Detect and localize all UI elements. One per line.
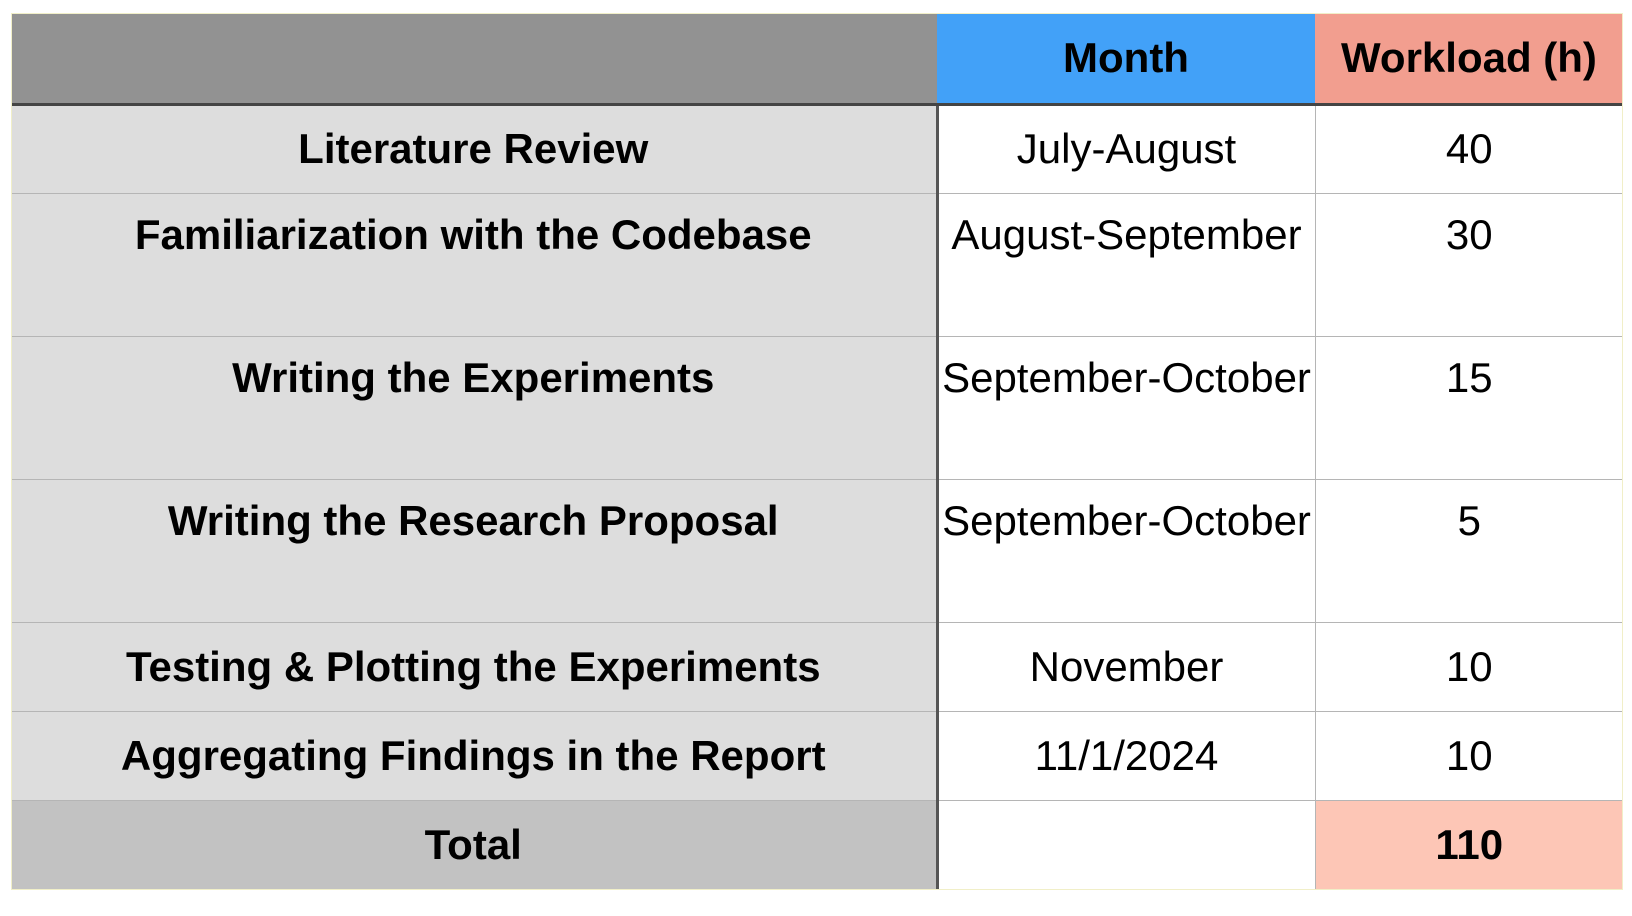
total-month-cell	[937, 800, 1316, 890]
total-label: Total	[11, 800, 939, 890]
header-month: Month	[937, 13, 1315, 106]
workload-cell: 30	[1315, 193, 1623, 337]
workload-cell: 40	[1315, 104, 1623, 194]
task-cell: Literature Review	[11, 104, 939, 194]
table-row: Writing the Research Proposal September-…	[11, 479, 1623, 623]
task-cell: Testing & Plotting the Experiments	[11, 622, 939, 712]
workload-table: Month Workload (h) Literature Review Jul…	[11, 13, 1623, 890]
month-cell: November	[937, 622, 1316, 712]
header-task	[11, 13, 937, 106]
workload-cell: 5	[1315, 479, 1623, 623]
total-row: Total 110	[11, 800, 1623, 890]
total-workload: 110	[1315, 800, 1623, 890]
table-row: Familiarization with the Codebase August…	[11, 193, 1623, 337]
task-cell: Familiarization with the Codebase	[11, 193, 939, 337]
table-row: Aggregating Findings in the Report 11/1/…	[11, 711, 1623, 801]
header-workload: Workload (h)	[1315, 13, 1623, 106]
month-cell: September-October	[937, 336, 1316, 480]
task-cell: Writing the Experiments	[11, 336, 939, 480]
month-cell: August-September	[937, 193, 1316, 337]
month-cell: 11/1/2024	[937, 711, 1316, 801]
header-row: Month Workload (h)	[11, 13, 1623, 106]
task-cell: Writing the Research Proposal	[11, 479, 939, 623]
workload-cell: 15	[1315, 336, 1623, 480]
month-cell: July-August	[937, 104, 1316, 194]
month-cell: September-October	[937, 479, 1316, 623]
table-row: Testing & Plotting the Experiments Novem…	[11, 622, 1623, 712]
task-cell: Aggregating Findings in the Report	[11, 711, 939, 801]
workload-cell: 10	[1315, 711, 1623, 801]
workload-cell: 10	[1315, 622, 1623, 712]
table-row: Literature Review July-August 40	[11, 104, 1623, 194]
table-row: Writing the Experiments September-Octobe…	[11, 336, 1623, 480]
